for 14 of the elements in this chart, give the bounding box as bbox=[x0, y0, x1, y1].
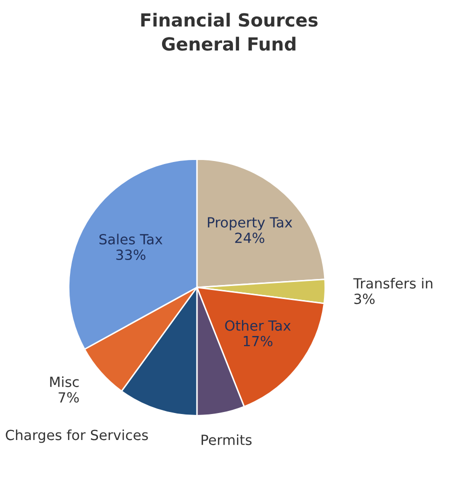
chart-subtitle: General Fund bbox=[162, 36, 296, 51]
slice-label: Charges for Services bbox=[6, 429, 148, 443]
slice-label: Other Tax bbox=[225, 320, 291, 331]
slice-label: Transfers in bbox=[353, 278, 432, 289]
slice-label: Misc bbox=[50, 376, 79, 388]
chart-title: Financial Sources bbox=[141, 12, 318, 27]
slice-label: Permits bbox=[202, 434, 252, 446]
data-label: 17% bbox=[244, 336, 272, 346]
data-label: 3% bbox=[354, 294, 375, 304]
data-label: 24% bbox=[235, 232, 264, 244]
slice-label: Sales Tax bbox=[99, 234, 162, 244]
slice-label: Property Tax bbox=[208, 217, 292, 230]
data-label: 33% bbox=[116, 250, 146, 260]
data-label: 7% bbox=[58, 392, 79, 403]
